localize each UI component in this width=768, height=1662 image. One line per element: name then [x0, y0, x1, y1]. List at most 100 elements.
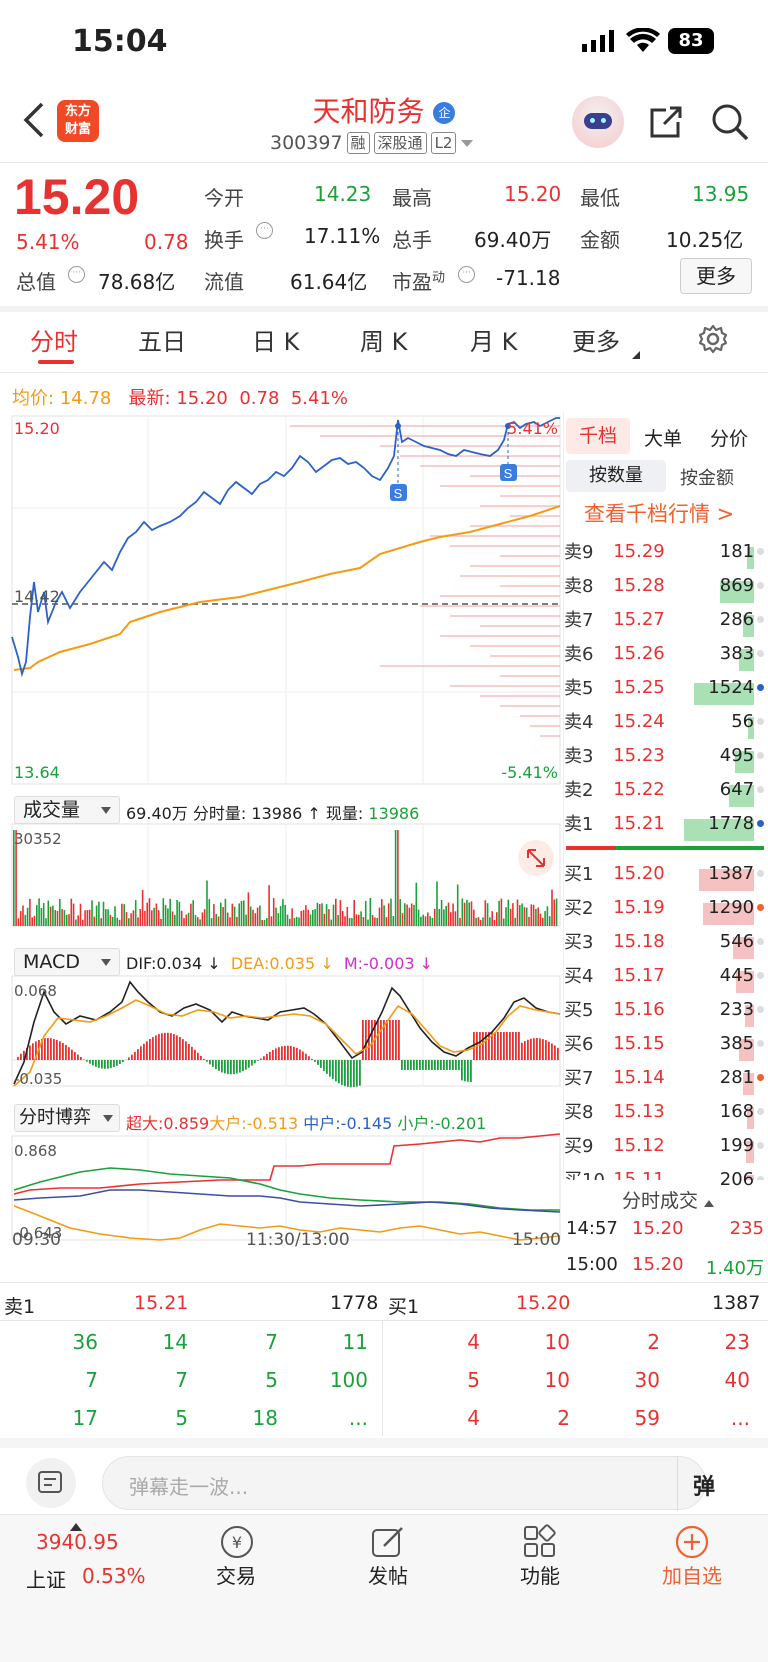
- bid-row[interactable]: 买1 15.20 1387: [564, 856, 764, 891]
- nav-add-watchlist[interactable]: 加自选: [662, 1564, 722, 1588]
- volume-selector[interactable]: 成交量: [14, 796, 120, 824]
- info-icon[interactable]: ···: [68, 266, 85, 283]
- info-icon[interactable]: ···: [256, 222, 273, 239]
- depth-link[interactable]: 查看千档行情 >: [584, 502, 735, 526]
- bid-row[interactable]: 买6 15.15 385: [564, 1026, 764, 1061]
- macd-bar: [146, 1041, 148, 1060]
- share-button[interactable]: [648, 104, 684, 144]
- volume-bar: [224, 898, 227, 926]
- bid-row[interactable]: 买4 15.17 445: [564, 958, 764, 993]
- ask-row[interactable]: 卖3 15.23 495: [564, 738, 764, 773]
- search-button[interactable]: [710, 102, 750, 146]
- ask-row[interactable]: 卖4 15.24 56: [564, 704, 764, 739]
- tab-day-k[interactable]: 日 K: [252, 328, 300, 356]
- volume-bar: [261, 920, 263, 926]
- index-name[interactable]: 上证: [26, 1568, 66, 1592]
- macd-bar: [26, 1048, 28, 1060]
- volume-bar: [539, 913, 542, 926]
- trade-icon[interactable]: ¥: [218, 1524, 256, 1564]
- info-icon[interactable]: ···: [458, 266, 475, 283]
- add-watchlist-icon[interactable]: [674, 1524, 710, 1564]
- ob-tab-bigorder[interactable]: 大单: [644, 428, 683, 450]
- volume-bar: [231, 903, 234, 926]
- macd-bar: [500, 1032, 502, 1060]
- volume-bar: [443, 909, 445, 926]
- macd-bar: [290, 1046, 292, 1060]
- ask-row[interactable]: 卖1 15.21 1778: [564, 806, 764, 841]
- caret-icon: [632, 344, 640, 363]
- stock-code: 300397: [270, 132, 343, 154]
- volume-bar: [286, 914, 289, 926]
- app-logo[interactable]: 东方 财富: [57, 100, 99, 142]
- volume-bar: [247, 892, 250, 926]
- ask-row[interactable]: 卖6 15.26 383: [564, 636, 764, 671]
- index-value[interactable]: 3940.95: [36, 1530, 119, 1554]
- ask-row[interactable]: 卖7 15.27 286: [564, 602, 764, 637]
- bid-volume: 233: [719, 998, 755, 1020]
- tab-week-k[interactable]: 周 K: [360, 328, 408, 356]
- robot-avatar-button[interactable]: [572, 96, 624, 148]
- logo-text-top: 东方: [64, 104, 91, 119]
- macd-bar: [182, 1039, 184, 1060]
- ask-volume-bar: [743, 614, 755, 637]
- macd-bar: [218, 1060, 220, 1071]
- nav-post[interactable]: 发帖: [368, 1564, 408, 1588]
- macd-bar: [371, 1020, 373, 1060]
- macd-selector[interactable]: MACD: [14, 948, 120, 976]
- danmu-input[interactable]: 弹幕走一波... 弹: [102, 1456, 715, 1511]
- back-button[interactable]: [22, 100, 46, 144]
- index-pct[interactable]: 0.53%: [82, 1564, 146, 1588]
- tab-five-day[interactable]: 五日: [138, 328, 186, 356]
- status-dot: [757, 717, 764, 725]
- tab-more[interactable]: 更多: [572, 328, 620, 356]
- danmu-toggle[interactable]: 弹: [693, 1475, 716, 1500]
- volume-bar: [36, 905, 38, 926]
- ask-row[interactable]: 卖9 15.29 181: [564, 534, 764, 569]
- ask-row[interactable]: 卖8 15.28 869: [564, 568, 764, 603]
- volume-bar: [293, 918, 296, 926]
- ob-tab-price[interactable]: 分价: [710, 428, 749, 450]
- bid-row[interactable]: 买5 15.16 233: [564, 992, 764, 1027]
- trade-time: 14:57: [566, 1218, 618, 1239]
- ask-row[interactable]: 卖2 15.22 647: [564, 772, 764, 807]
- nav-trade[interactable]: 交易: [216, 1564, 256, 1588]
- macd-bar: [122, 1060, 124, 1063]
- volume-bar: [185, 914, 188, 926]
- bid-row[interactable]: 买8 15.13 168: [564, 1094, 764, 1129]
- intraday-chart[interactable]: S S 15.20 14.42 13.64 5.41% -5.41% 30352…: [0, 412, 562, 1252]
- ask-row[interactable]: 卖5 15.25 1524: [564, 670, 764, 705]
- bid-volume-bar: [703, 902, 755, 925]
- nav-function[interactable]: 功能: [520, 1564, 560, 1588]
- ob-subtab-qty[interactable]: 按数量: [566, 460, 666, 492]
- change-pct: 5.41%: [16, 230, 80, 254]
- volume-bar: [17, 918, 20, 926]
- bid-row[interactable]: 买2 15.19 1290: [564, 890, 764, 925]
- settings-button[interactable]: [698, 324, 728, 358]
- volume-bar: [157, 910, 160, 926]
- bid-row[interactable]: 买7 15.14 281: [564, 1060, 764, 1095]
- macd-bar: [377, 1020, 379, 1060]
- post-icon[interactable]: [370, 1524, 406, 1564]
- macd-bar: [56, 1039, 58, 1060]
- macd-bottom-label: -0.035: [14, 1070, 62, 1088]
- tab-month-k[interactable]: 月 K: [470, 328, 518, 356]
- bid-row[interactable]: 买3 15.18 546: [564, 924, 764, 959]
- game-selector[interactable]: 分时博弈: [14, 1104, 120, 1132]
- volume-bar: [19, 911, 22, 926]
- trades-title[interactable]: 分时成交: [622, 1186, 715, 1213]
- macd-bar: [410, 1060, 412, 1070]
- ask-volume-bar: [720, 580, 755, 603]
- ob-subtab-amount[interactable]: 按金额: [680, 468, 734, 489]
- more-button[interactable]: 更多: [680, 258, 752, 294]
- bid-row[interactable]: 买9 15.12 199: [564, 1128, 764, 1163]
- macd-top-label: 0.068: [14, 982, 57, 1000]
- search-icon: [712, 104, 749, 141]
- volume-bar: [93, 916, 96, 926]
- macd-dif: DIF:0.034 ↓: [126, 954, 221, 973]
- comment-list-button[interactable]: [26, 1458, 76, 1508]
- function-icon[interactable]: [522, 1524, 558, 1564]
- macd-bar: [344, 1060, 346, 1087]
- tab-intraday[interactable]: 分时: [30, 328, 78, 356]
- volume-bar: [417, 909, 420, 926]
- ob-tab-depth[interactable]: 千档: [566, 418, 630, 454]
